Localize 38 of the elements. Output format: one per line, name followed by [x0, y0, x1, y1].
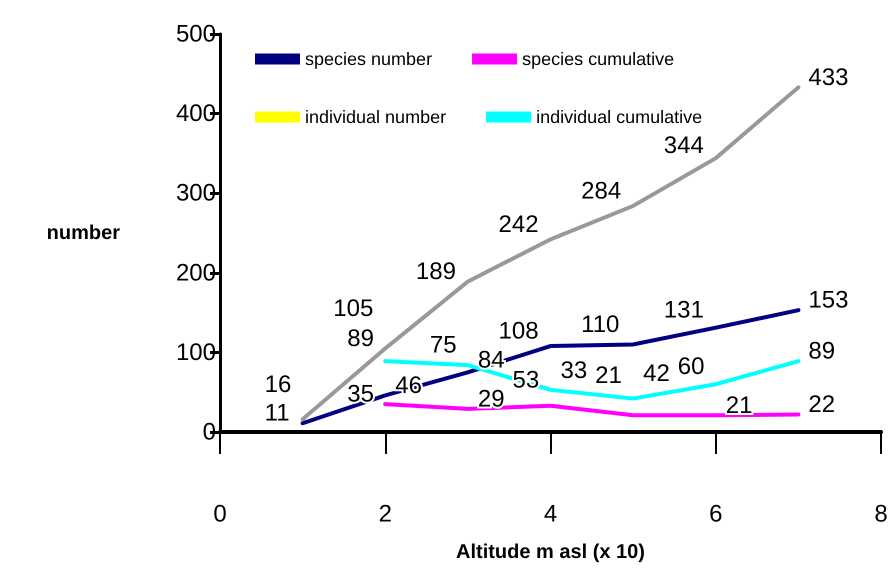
- y-tick-label: 200: [176, 259, 216, 286]
- data-label: 21: [726, 392, 752, 419]
- data-label: 35: [347, 380, 374, 408]
- data-label: 75: [430, 331, 457, 358]
- data-label: 153: [808, 286, 848, 314]
- data-label: 344: [664, 132, 704, 160]
- data-label: 433: [808, 64, 848, 91]
- legend-label: species cumulative: [522, 49, 674, 69]
- data-label: 89: [808, 338, 836, 365]
- data-label: 21: [595, 362, 622, 389]
- y-axis-title: number: [46, 222, 120, 244]
- data-label: 22: [808, 390, 836, 418]
- data-label: 16: [264, 370, 292, 398]
- x-tick-label: 6: [709, 500, 722, 528]
- data-label: 110: [581, 310, 620, 338]
- data-label: 11: [264, 400, 290, 427]
- data-label: 33: [560, 357, 588, 384]
- x-tick-label: 2: [378, 500, 392, 528]
- x-axis-title: Altitude m asl (x 10): [456, 541, 645, 563]
- data-label: 60: [678, 353, 704, 380]
- legend-label: individual cumulative: [536, 107, 702, 127]
- data-label: 242: [498, 210, 539, 238]
- y-tick-label: 100: [176, 338, 216, 366]
- data-label: 89: [347, 325, 374, 352]
- y-tick-label: 300: [176, 180, 216, 207]
- legend-label: individual number: [305, 107, 446, 127]
- data-label: 284: [581, 177, 622, 204]
- data-label: 105: [333, 294, 374, 322]
- data-label: 189: [416, 258, 456, 286]
- x-tick-label: 4: [544, 500, 558, 528]
- y-tick-label: 500: [176, 20, 216, 48]
- y-tick-label: 400: [176, 100, 216, 128]
- data-label: 42: [643, 360, 670, 388]
- x-tick-label: 8: [874, 500, 888, 528]
- data-label: 29: [478, 385, 505, 412]
- data-label: 131: [664, 296, 704, 324]
- data-label: 108: [498, 318, 539, 345]
- legend-label: species number: [305, 49, 432, 69]
